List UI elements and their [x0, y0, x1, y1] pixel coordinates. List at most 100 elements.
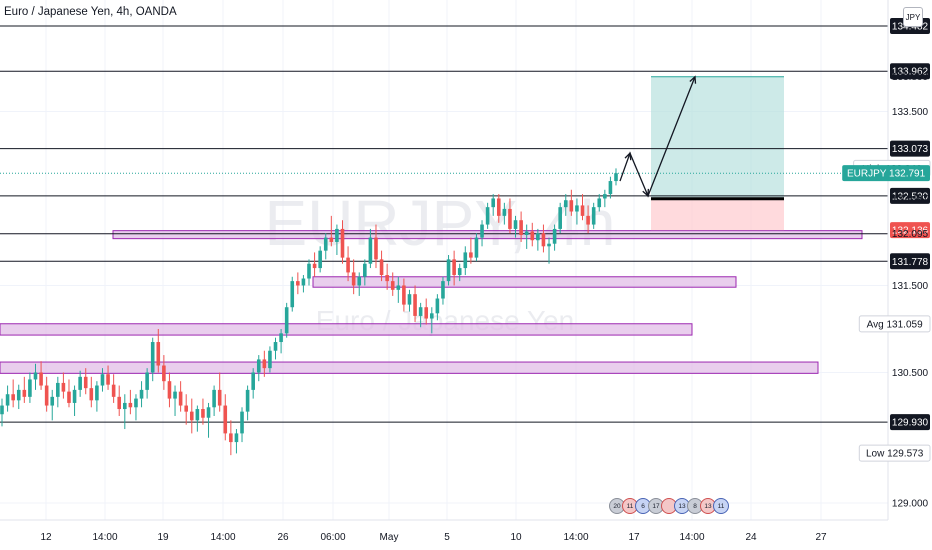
price-label: 133.899	[892, 72, 929, 83]
candle-body	[418, 307, 423, 316]
price-label: EURJPY 132.791	[847, 169, 926, 180]
price-label: 132.497	[892, 194, 929, 205]
candle-body	[424, 307, 429, 319]
candle-body	[374, 237, 378, 260]
price-label-bg	[890, 140, 930, 157]
candle-body	[156, 342, 161, 366]
candle-body	[145, 372, 149, 390]
watermark-symbol: EURJPY, 4h	[265, 187, 616, 259]
target-zone	[651, 76, 784, 199]
candle-body	[50, 396, 55, 406]
candle-body	[346, 257, 350, 273]
candle-body	[173, 391, 177, 399]
candle-body	[128, 402, 133, 408]
arrowhead-1	[624, 151, 632, 161]
candle-body	[586, 215, 590, 225]
candle-body	[603, 194, 607, 199]
price-label: 133.073	[892, 144, 929, 155]
price-label-bg	[890, 63, 930, 80]
candle-body	[106, 374, 110, 385]
time-tick-label: 24	[745, 532, 757, 543]
zone-rect	[0, 323, 693, 336]
time-tick-label: 5	[444, 532, 450, 543]
price-label-bg	[890, 414, 930, 431]
price-label: 132.530	[892, 191, 929, 202]
candle-body	[67, 391, 71, 403]
candle-body	[390, 281, 395, 290]
candle-body	[279, 333, 283, 343]
candle-body	[251, 372, 255, 390]
price-label: 133.500	[892, 107, 929, 118]
candle-body	[201, 409, 205, 418]
arrowhead-3	[689, 75, 697, 84]
candle-body	[273, 342, 278, 351]
candle-body	[541, 233, 546, 247]
candle-body	[513, 220, 518, 229]
candle-body	[491, 198, 495, 208]
price-label: 133.962	[892, 67, 929, 78]
event-badge[interactable]: 11	[713, 498, 729, 514]
candle-body	[608, 181, 613, 195]
candle-body	[212, 389, 216, 408]
candle-body	[463, 252, 468, 269]
candle-body	[95, 385, 99, 401]
candle-body	[502, 208, 507, 216]
candle-body	[11, 394, 15, 401]
candle-body	[402, 285, 406, 305]
price-label-bg	[890, 222, 930, 239]
price-label-bg	[858, 444, 931, 462]
candle-body	[569, 200, 574, 212]
candle-body	[83, 376, 88, 389]
price-label-bg	[858, 315, 931, 333]
time-tick-label: 10	[510, 532, 522, 543]
zone-rect	[0, 361, 819, 374]
candle-body	[256, 359, 261, 373]
candle-body	[217, 389, 222, 406]
candle-body	[552, 228, 557, 244]
event-badge[interactable]: 8	[687, 498, 703, 514]
time-tick-label: 06:00	[320, 532, 345, 543]
chart-title: Euro / Japanese Yen, 4h, OANDA	[4, 6, 177, 18]
candle-body	[329, 237, 334, 242]
candle-body	[290, 281, 295, 308]
candle-body	[496, 198, 501, 216]
candle-body	[139, 389, 144, 399]
candle-body	[563, 200, 568, 208]
candle-body	[312, 263, 317, 269]
time-tick-label: 14:00	[563, 532, 588, 543]
candle-body	[234, 433, 239, 443]
supply-demand-zones	[0, 230, 863, 374]
candle-body	[61, 382, 66, 392]
candle-body	[229, 433, 233, 443]
candle-body	[117, 396, 122, 410]
candle-body	[296, 281, 300, 286]
candle-body	[446, 259, 451, 282]
candle-body	[39, 372, 43, 386]
zone-rect	[312, 276, 737, 288]
candle-body	[480, 224, 484, 238]
candle-body	[614, 173, 618, 182]
candle-body	[111, 384, 116, 397]
price-label: 132.136	[892, 226, 929, 237]
candle-body	[189, 411, 194, 421]
candle-body	[435, 298, 440, 314]
candle-body	[580, 205, 585, 216]
time-tick-label: 17	[628, 532, 640, 543]
horizontal-levels	[0, 25, 888, 423]
price-label-bg	[842, 165, 930, 182]
candle-body	[407, 294, 412, 305]
candle-body	[530, 231, 535, 241]
candle-body	[547, 243, 551, 247]
price-label: Low 129.573	[866, 449, 924, 460]
candle-body	[223, 405, 228, 434]
price-label: Avg 131.059	[867, 319, 923, 330]
time-tick-label: 14:00	[92, 532, 117, 543]
currency-button[interactable]: JPY	[903, 7, 923, 27]
time-tick-label: 12	[40, 532, 52, 543]
long-position-tool	[651, 76, 784, 231]
time-tick-label: 27	[815, 532, 827, 543]
time-tick-label: 26	[277, 532, 289, 543]
candle-body	[5, 394, 10, 406]
candle-body	[351, 272, 356, 286]
